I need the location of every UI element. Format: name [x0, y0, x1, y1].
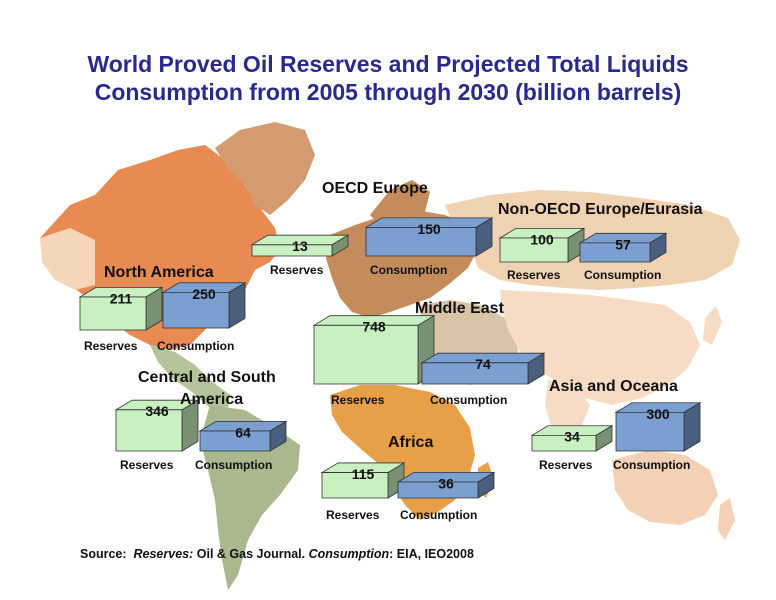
- asia-oceana-reserves-bar: [531, 434, 597, 452]
- central-south-america-consumption-bar: [199, 430, 271, 452]
- oecd-europe-consumption-label: Consumption: [370, 263, 448, 277]
- non-oecd-europe-eurasia-reserves-bar-value-label: 100: [530, 231, 554, 247]
- africa-consumption-label: Consumption: [400, 508, 478, 522]
- oecd-europe-consumption-bar: [365, 227, 477, 257]
- chart-title: World Proved Oil Reserves and Projected …: [0, 50, 776, 106]
- region-name-middle-east: Middle East: [415, 300, 504, 317]
- region-name-africa: Africa: [388, 434, 434, 451]
- non-oecd-europe-eurasia-consumption-bar: [579, 242, 651, 263]
- source-consumption-text: : EIA, IEO2008: [389, 547, 474, 561]
- region-name-asia-oceana: Asia and Oceana: [549, 378, 678, 395]
- asia-consumption-label: Consumption: [613, 458, 691, 472]
- asia-oceana-consumption-bar: [615, 411, 685, 452]
- oecd-europe-consumption-bar-value-label: 150: [417, 221, 441, 237]
- north-america-reserves-bar: [79, 296, 147, 331]
- alaska-land: [40, 228, 95, 290]
- north-america-reserves-bar-value-label: 211: [110, 290, 133, 306]
- australia-land: [612, 450, 718, 525]
- greenland-land: [215, 122, 315, 215]
- africa-consumption-bar: [397, 481, 479, 499]
- region-name-non-oecd-europe-eurasia: Non-OECD Europe/Eurasia: [498, 201, 703, 218]
- oecd-europe-reserves-bar: [251, 244, 333, 257]
- region-name-north-america: North America: [104, 264, 214, 281]
- asia-reserves-label: Reserves: [539, 458, 593, 472]
- central-south-america-reserves-bar-value-label: 346: [145, 403, 169, 419]
- oecd-europe-reserves-bar-value-label: 13: [292, 238, 308, 254]
- north-america-reserves-label: Reserves: [84, 339, 138, 353]
- africa-reserves-bar: [321, 472, 389, 499]
- central-south-america-consumption-bar-value-label: 64: [235, 424, 251, 440]
- non-oecd-reserves-label: Reserves: [507, 268, 561, 282]
- middle-east-reserves-bar: [313, 324, 419, 385]
- africa-reserves-label: Reserves: [326, 508, 380, 522]
- region-name-central-south-america: Central and South: [138, 369, 276, 386]
- title-line-2: Consumption from 2005 through 2030 (bill…: [94, 79, 682, 105]
- scandinavia-land: [370, 180, 430, 228]
- non-oecd-europe-eurasia-consumption-bar-value-label: 57: [615, 236, 631, 252]
- source-prefix: Source:: [80, 547, 127, 561]
- non-oecd-europe-eurasia-reserves-bar: [499, 237, 569, 263]
- japan-land: [703, 306, 722, 345]
- middle-east-consumption-label: Consumption: [430, 393, 508, 407]
- non-oecd-consumption-label: Consumption: [584, 268, 662, 282]
- csa-consumption-label: Consumption: [195, 458, 273, 472]
- north-america-consumption-bar-value-label: 250: [192, 286, 216, 302]
- central-south-america-reserves-bar: [115, 409, 183, 452]
- middle-east-consumption-bar: [421, 362, 529, 385]
- source-note: Source: Reserves: Oil & Gas Journal. Con…: [80, 547, 474, 561]
- north-america-consumption-bar: [162, 291, 230, 329]
- region-name-central-south-america-line2: America: [180, 391, 244, 408]
- source-consumption-label: Consumption: [308, 547, 390, 561]
- central-america-land: [150, 345, 230, 410]
- africa-consumption-bar-value-label: 36: [438, 475, 454, 491]
- source-reserves-label: Reserves:: [133, 547, 194, 561]
- new-zealand-land: [718, 498, 735, 540]
- middle-east-reserves-bar-value-label: 748: [362, 319, 386, 335]
- asia-land: [500, 290, 700, 405]
- middle-east-reserves-label: Reserves: [331, 393, 385, 407]
- middle-east-consumption-bar-value-label: 74: [475, 356, 491, 372]
- region-name-oecd-europe: OECD Europe: [322, 180, 428, 197]
- asia-oceana-reserves-bar-value-label: 34: [564, 429, 580, 445]
- title-line-1: World Proved Oil Reserves and Projected …: [87, 51, 689, 77]
- oecd-europe-reserves-label: Reserves: [270, 263, 324, 277]
- north-america-consumption-label: Consumption: [157, 339, 235, 353]
- asia-oceana-consumption-bar-value-label: 300: [646, 406, 670, 422]
- csa-reserves-label: Reserves: [120, 458, 174, 472]
- africa-reserves-bar-value-label: 115: [352, 466, 375, 482]
- source-reserves-text: Oil & Gas Journal.: [196, 547, 306, 561]
